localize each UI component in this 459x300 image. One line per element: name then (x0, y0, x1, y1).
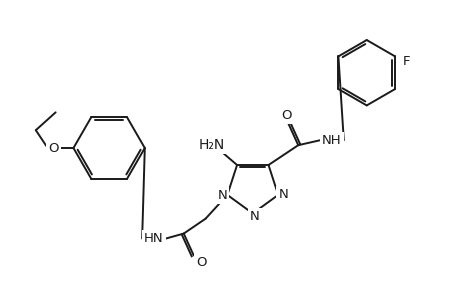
Text: N: N (278, 188, 287, 201)
Text: F: F (402, 55, 410, 68)
Text: N: N (217, 189, 227, 203)
Text: NH: NH (321, 134, 341, 147)
Text: H₂N: H₂N (198, 138, 224, 152)
Text: N: N (249, 210, 259, 223)
Text: HN: HN (144, 232, 163, 245)
Text: O: O (280, 109, 291, 122)
Text: O: O (196, 256, 207, 269)
Text: O: O (48, 142, 59, 154)
